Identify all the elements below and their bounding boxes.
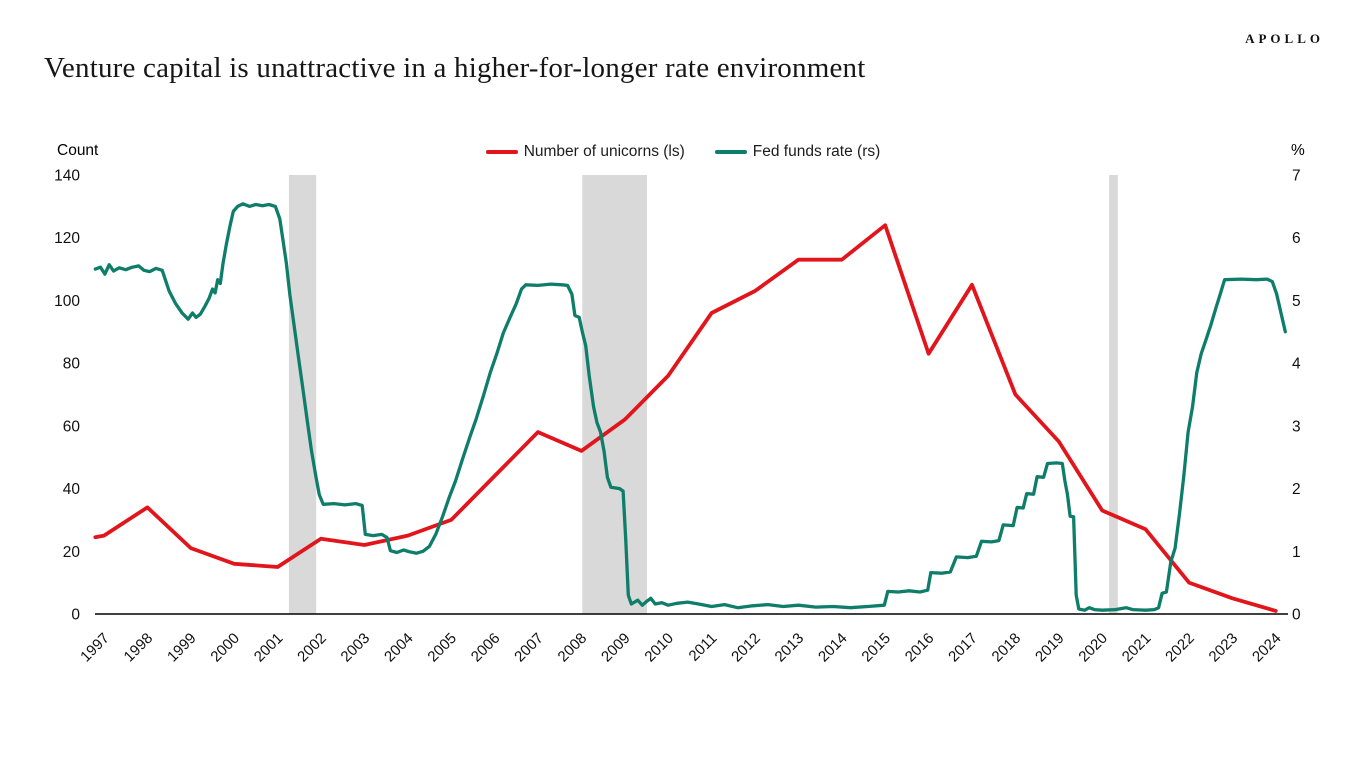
left-axis-tick-label: 100	[54, 293, 80, 310]
x-axis-tick-label: 2016	[902, 630, 938, 666]
series-line-fed-funds	[93, 202, 1287, 612]
x-axis-tick-label: 2010	[641, 630, 677, 666]
x-axis-tick-label: 2022	[1162, 630, 1198, 666]
right-axis-tick-label: 5	[1292, 293, 1301, 310]
left-axis-tick-label: 140	[54, 168, 80, 185]
left-axis-tick-label: 120	[54, 230, 80, 247]
page-title: Venture capital is unattractive in a hig…	[44, 52, 866, 84]
x-axis-tick-label: 2004	[381, 630, 417, 666]
x-axis-tick-label: 2005	[424, 630, 460, 666]
x-axis-tick-label: 2008	[555, 630, 591, 666]
x-axis-tick-label: 2007	[511, 630, 547, 666]
x-axis-tick-label: 1999	[164, 630, 200, 666]
series-line-unicorns	[93, 223, 1278, 613]
right-axis-tick-label: 3	[1292, 418, 1301, 435]
x-axis-tick-label: 2002	[294, 630, 330, 666]
x-axis-tick-label: 2018	[989, 630, 1025, 666]
x-axis-tick-label: 2001	[251, 630, 287, 666]
x-axis-tick-label: 2017	[945, 630, 981, 666]
left-axis-tick-label: 0	[71, 607, 80, 624]
right-axis-tick-label: 4	[1292, 356, 1301, 373]
x-axis-tick-label: 2003	[338, 630, 374, 666]
right-axis-title: %	[1291, 142, 1305, 159]
left-axis-tick-label: 20	[63, 544, 81, 561]
left-axis-tick-label: 80	[63, 356, 81, 373]
x-axis-tick-label: 1997	[77, 630, 113, 666]
x-axis-tick-label: 2000	[207, 630, 243, 666]
x-axis-tick-label: 2006	[468, 630, 504, 666]
right-axis-tick-label: 2	[1292, 481, 1301, 498]
recession-band	[1109, 175, 1118, 614]
x-axis-tick-label: 2019	[1032, 630, 1068, 666]
right-axis-tick-label: 7	[1292, 168, 1301, 185]
x-axis-tick-label: 2015	[858, 630, 894, 666]
x-axis-tick-label: 2013	[772, 630, 808, 666]
x-axis-tick-label: 2024	[1249, 630, 1285, 666]
left-axis-title: Count	[57, 142, 99, 159]
x-axis-tick-label: 2023	[1206, 630, 1242, 666]
right-axis-tick-label: 6	[1292, 230, 1301, 247]
left-axis-tick-label: 40	[63, 481, 81, 498]
x-axis-tick-label: 1998	[121, 630, 157, 666]
right-axis-tick-label: 0	[1292, 607, 1301, 624]
x-axis-tick-label: 2011	[686, 630, 721, 665]
brand-logo: APOLLO	[1245, 31, 1324, 46]
right-axis-tick-label: 1	[1292, 544, 1301, 561]
left-axis-tick-label: 60	[63, 418, 81, 435]
x-axis-tick-label: 2021	[1119, 630, 1155, 666]
x-axis-tick-label: 2020	[1075, 630, 1111, 666]
x-axis-tick-label: 2014	[815, 630, 851, 666]
x-axis-tick-label: 2009	[598, 630, 634, 666]
x-axis-tick-label: 2012	[728, 630, 764, 666]
